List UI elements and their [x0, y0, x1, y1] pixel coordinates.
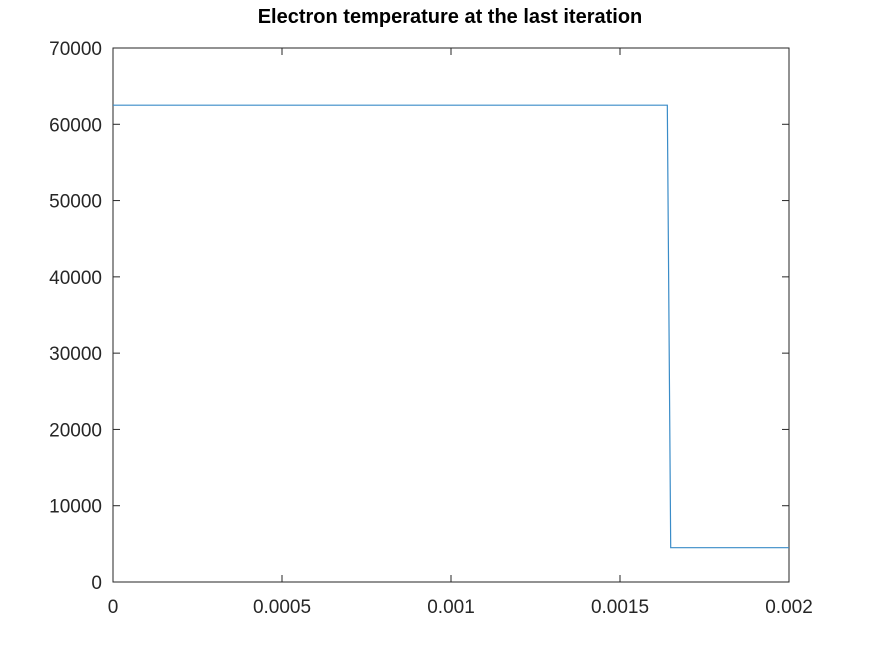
chart-title: Electron temperature at the last iterati…: [258, 6, 643, 28]
y-tick-label: 20000: [49, 420, 102, 441]
axes: [112, 47, 790, 583]
series-line: [113, 104, 789, 549]
series-group: [113, 104, 789, 549]
x-tick-label: 0.0005: [253, 597, 311, 618]
y-tick-label: 30000: [49, 344, 102, 365]
y-tick-label: 0: [91, 573, 102, 594]
y-tick-label: 70000: [49, 39, 102, 60]
y-tick-label: 60000: [49, 115, 102, 136]
x-tick-label: 0: [108, 597, 119, 618]
y-tick-labels: 0 10000 20000 30000 40000 50000 60000 70000: [49, 39, 102, 594]
y-tick-label: 50000: [49, 192, 102, 213]
plot-frame: [112, 47, 790, 583]
x-tick-label: 0.0015: [591, 597, 649, 618]
x-tick-label: 0.002: [765, 597, 813, 618]
x-tick-label: 0.001: [427, 597, 475, 618]
x-tick-labels: 0 0.0005 0.001 0.0015 0.002: [108, 597, 813, 618]
y-tick-label: 40000: [49, 268, 102, 289]
tick-marks: [112, 47, 790, 583]
y-tick-label: 10000: [49, 497, 102, 518]
